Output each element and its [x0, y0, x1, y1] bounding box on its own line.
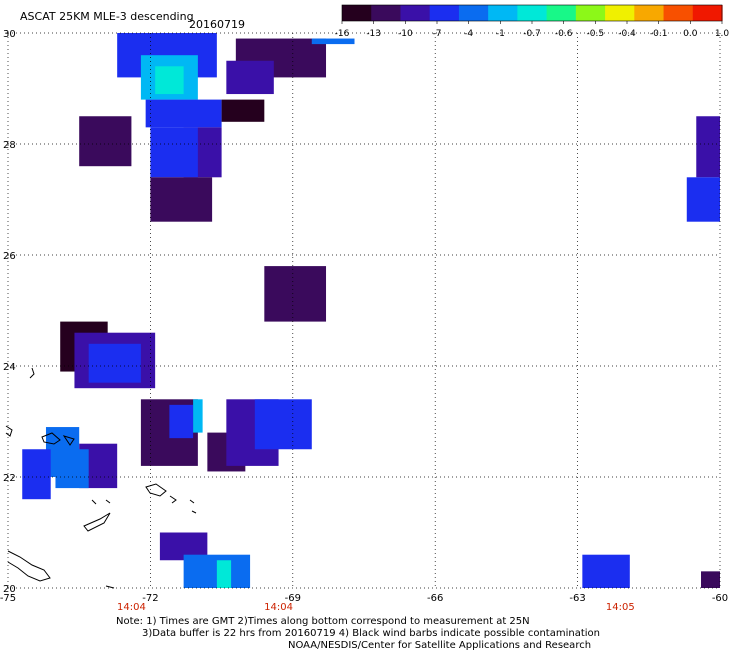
x-tick-label: -72	[142, 593, 158, 604]
coastline-segment	[105, 499, 111, 504]
colorbar-swatch	[605, 5, 635, 21]
data-cell	[150, 127, 198, 178]
colorbar-swatch	[546, 5, 577, 21]
data-cell	[582, 554, 630, 588]
note-line-3: NOAA/NESDIS/Center for Satellite Applica…	[288, 640, 592, 651]
data-cell	[22, 449, 51, 500]
y-tick-labels: 20 22 24 26 28 30	[3, 29, 16, 595]
data-cell	[150, 177, 213, 222]
coastline-segment	[62, 435, 75, 446]
data-cells	[22, 33, 720, 588]
time-label: 14:04	[264, 602, 293, 613]
x-tick-label: -75	[0, 593, 16, 604]
coastline-segment	[83, 512, 111, 532]
time-label: 14:04	[117, 602, 146, 613]
data-cell	[226, 60, 274, 95]
data-cell	[155, 66, 184, 95]
colorbar-swatch	[400, 5, 431, 21]
colorbar-label: -1	[496, 29, 505, 39]
colorbar-label: -4	[464, 29, 473, 39]
coastline-segment	[91, 499, 97, 505]
y-tick-label: 30	[3, 29, 16, 40]
chart-title: ASCAT 25KM MLE-3 descending	[20, 10, 194, 23]
data-cell	[696, 116, 720, 178]
data-cell	[701, 571, 720, 588]
time-label: 14:05	[606, 602, 635, 613]
colorbar-swatch	[575, 5, 606, 21]
colorbar-label: -0.6	[555, 29, 573, 39]
data-cell	[88, 343, 141, 383]
colorbar-swatch	[371, 5, 402, 21]
colorbar-swatch	[692, 5, 723, 21]
coastline-segment	[189, 499, 195, 504]
y-tick-label: 20	[3, 584, 16, 595]
data-cell	[254, 399, 312, 450]
x-tick-label: -63	[569, 593, 585, 604]
y-tick-label: 26	[3, 251, 16, 262]
grid-lines	[7, 32, 721, 589]
x-tick-label: -69	[285, 593, 301, 604]
data-cell	[221, 99, 265, 122]
coastline-segment	[169, 495, 177, 504]
data-cell	[686, 177, 720, 222]
chart-date: 20160719	[189, 18, 245, 31]
x-tick-label: -60	[712, 593, 728, 604]
x-tick-label: -66	[427, 593, 443, 604]
colorbar-label: -7	[433, 29, 442, 39]
coastline-segment	[5, 425, 13, 437]
data-cell	[216, 560, 232, 588]
coastline	[5, 367, 197, 589]
colorbar-label: -13	[366, 29, 381, 39]
colorbar-swatch	[458, 5, 489, 21]
data-cell	[169, 404, 194, 439]
coastline-segment	[41, 432, 61, 445]
y-tick-label: 22	[3, 473, 16, 484]
y-tick-label: 28	[3, 140, 16, 151]
data-cell	[55, 449, 89, 489]
colorbar-label: -0.5	[587, 29, 605, 39]
colorbar-swatch	[634, 5, 665, 21]
data-cell	[311, 38, 355, 45]
coastline-segment	[7, 550, 51, 582]
colorbar: -16 -13 -10 -7 -4 -1 -0.7 -0.6 -0.5 -0.4 -0.1 0.0 1.…	[335, 4, 730, 39]
colorbar-label: -10	[398, 29, 413, 39]
data-cell	[264, 266, 327, 322]
time-labels: 14:04 14:04 14:05	[117, 602, 635, 613]
data-cell	[79, 116, 132, 167]
colorbar-swatch	[488, 5, 518, 21]
colorbar-label: -0.4	[618, 29, 636, 39]
colorbar-label: -16	[335, 29, 350, 39]
colorbar-swatch	[429, 5, 460, 21]
colorbar-label: -0.7	[523, 29, 541, 39]
x-tick-labels: -75 -72 -69 -66 -63 -60	[0, 593, 728, 604]
colorbar-label: -0.1	[650, 29, 668, 39]
note-line-2: 3)Data buffer is 22 hrs from 20160719 4)…	[142, 628, 600, 639]
data-cell	[145, 99, 222, 128]
colorbar-swatch	[663, 5, 694, 21]
coastline-segment	[29, 367, 35, 379]
colorbar-swatch	[342, 5, 372, 21]
colorbar-label: 0.0	[683, 29, 698, 39]
data-cell	[193, 399, 203, 433]
note-line-1: Note: 1) Times are GMT 2)Times along bot…	[116, 616, 530, 627]
y-tick-label: 24	[3, 362, 16, 373]
coastline-segment	[191, 510, 197, 514]
coastline-segment	[145, 483, 167, 497]
colorbar-label: 1.0	[715, 29, 730, 39]
colorbar-swatch	[517, 5, 548, 21]
